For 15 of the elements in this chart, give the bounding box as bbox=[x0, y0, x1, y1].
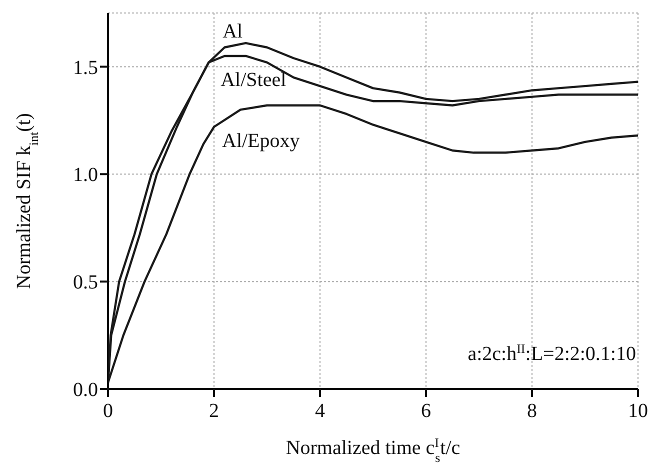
x-axis-title: Normalized time c$^{I}$$_{s}$t/c bbox=[286, 434, 460, 464]
y-tick-label: 1.0 bbox=[73, 164, 98, 186]
x-tick-label: 4 bbox=[315, 400, 325, 422]
x-tick-label: 6 bbox=[421, 400, 431, 422]
x-tick-label: 8 bbox=[527, 400, 537, 422]
y-tick-label: 0.5 bbox=[73, 272, 98, 294]
series-label: Al bbox=[222, 20, 244, 42]
y-tick-label: 1.5 bbox=[73, 56, 98, 79]
x-tick-label: 0 bbox=[103, 400, 113, 422]
x-tick-label: 2 bbox=[209, 400, 219, 422]
x-tick-label: 10 bbox=[628, 400, 648, 422]
y-tick-label: 0.0 bbox=[73, 379, 98, 402]
annotation: a:2c:h$^{II}$:L=2:2:0.1:10 bbox=[468, 340, 636, 365]
series-label: Al/Epoxy bbox=[222, 130, 300, 152]
series-label: Al/Steel bbox=[220, 68, 287, 91]
